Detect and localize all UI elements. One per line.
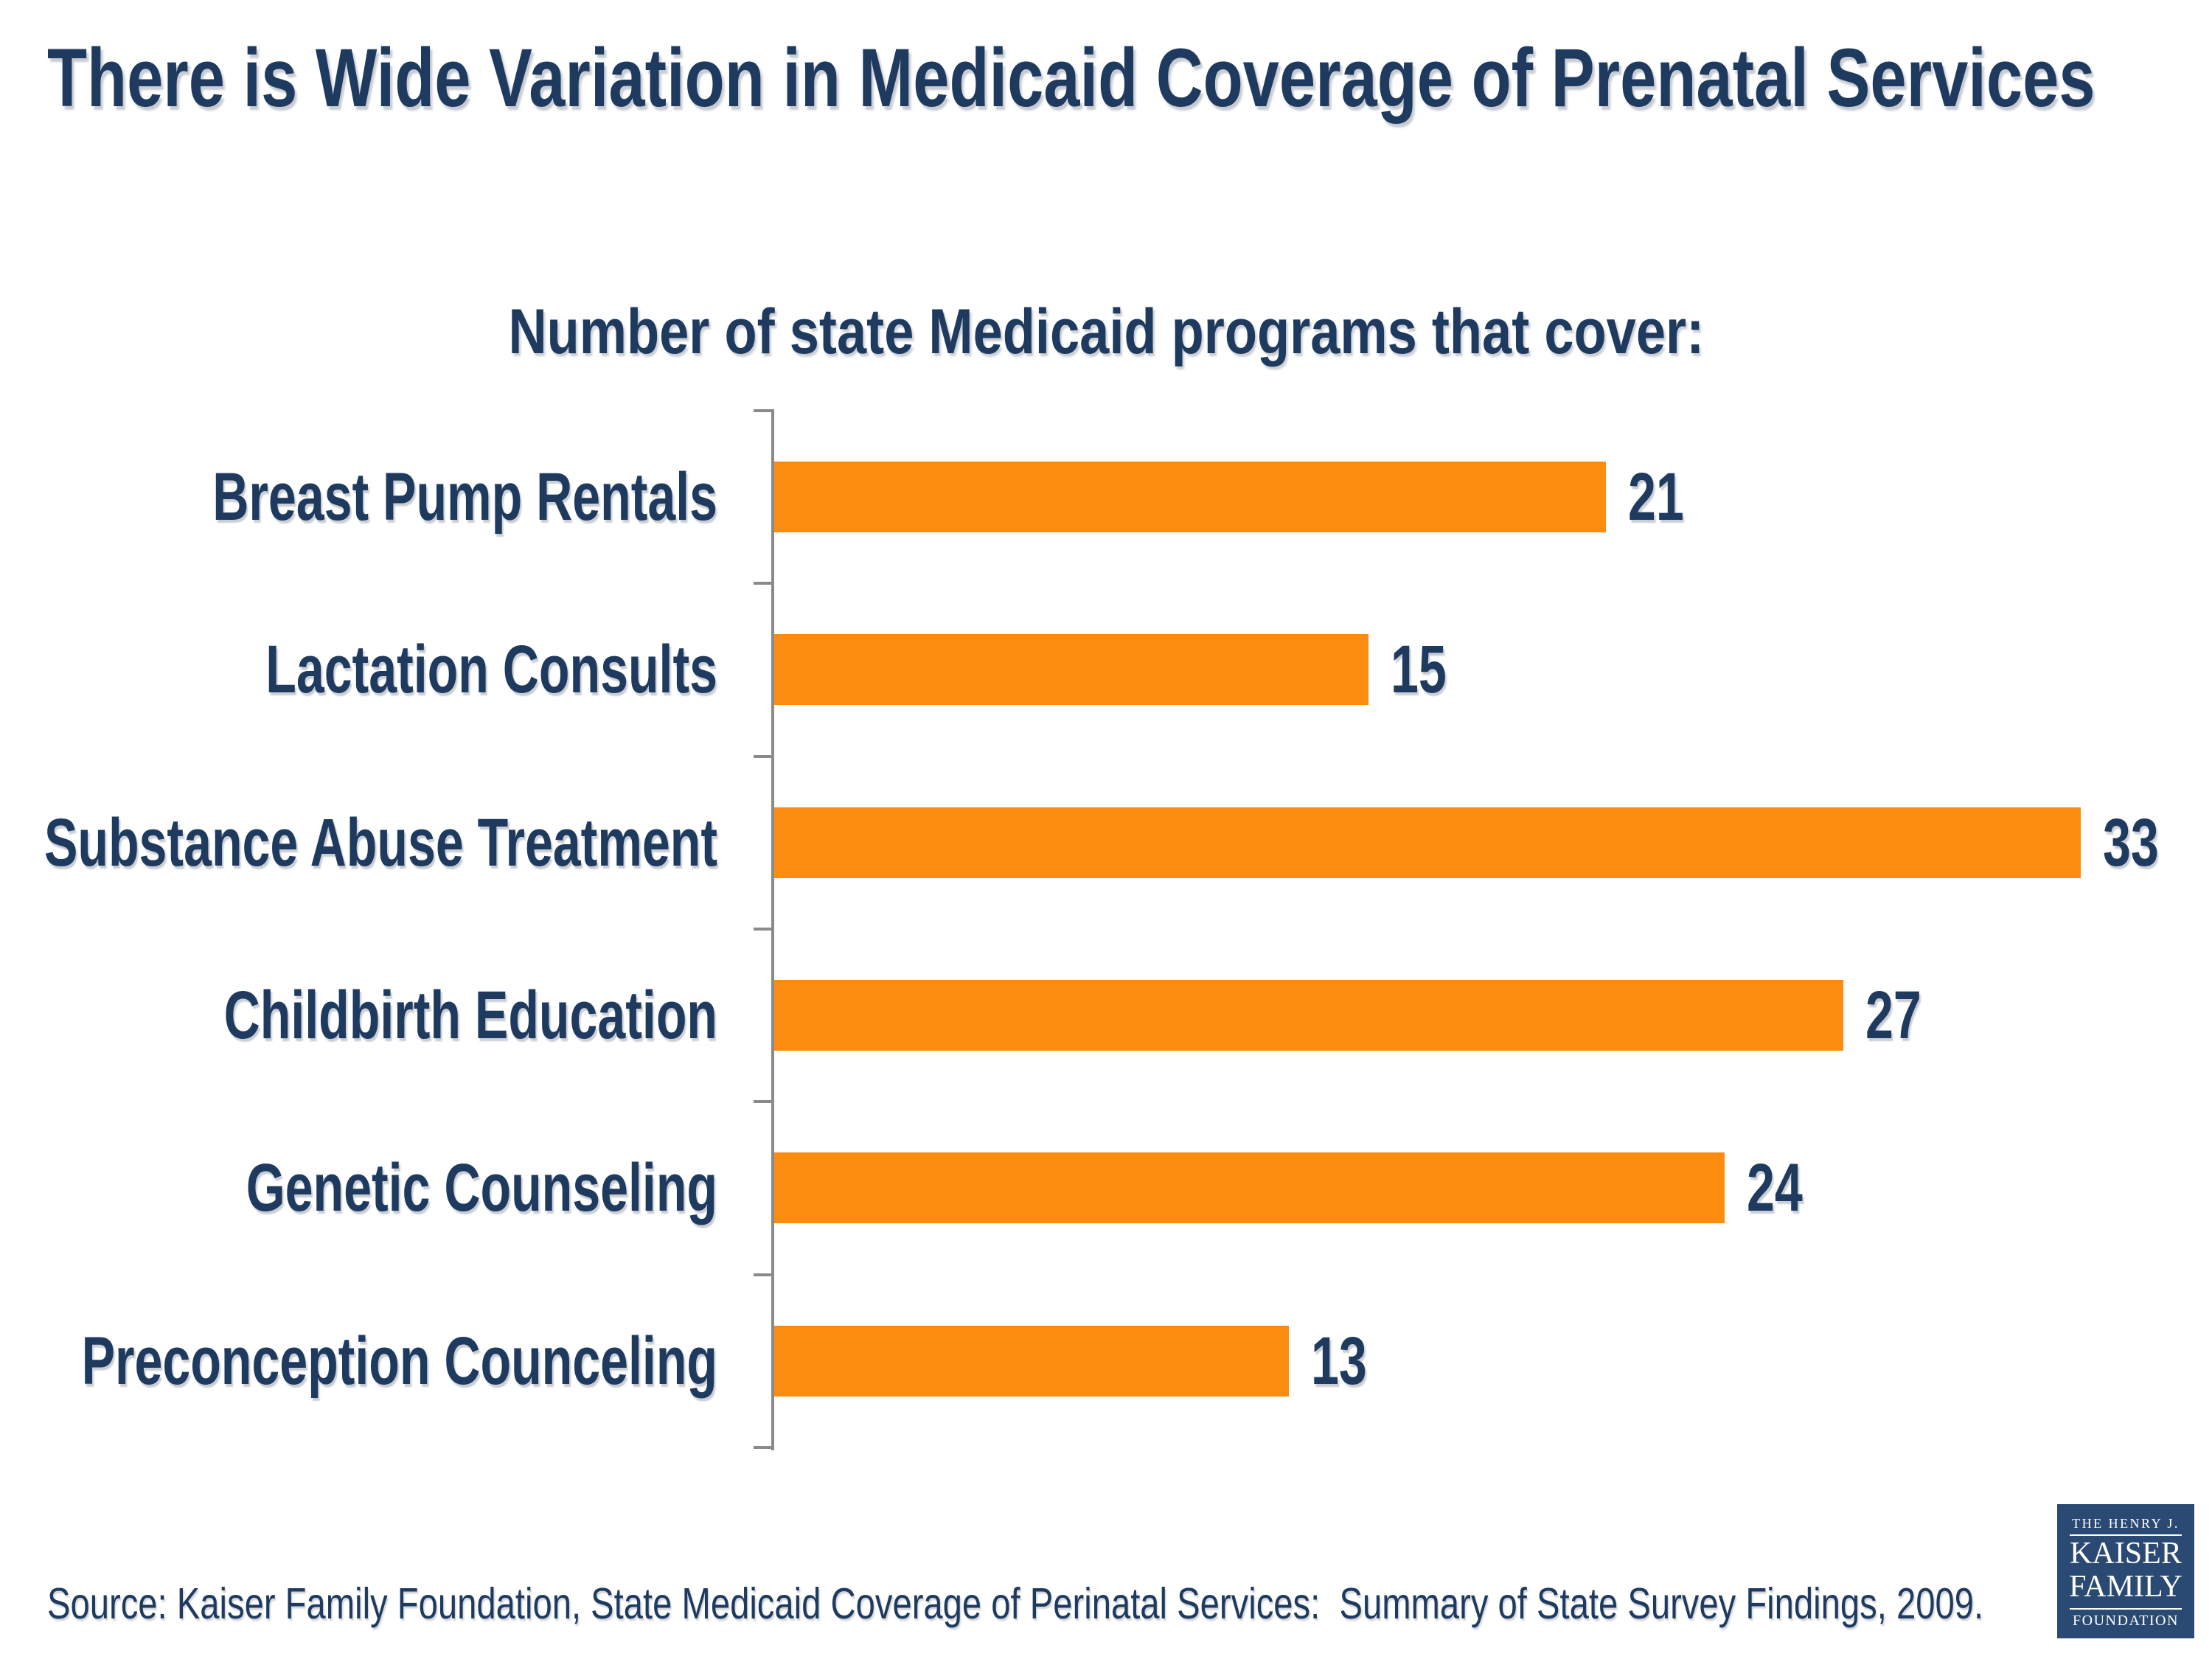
chart-title-row: Number of state Medicaid programs that c… xyxy=(0,293,2212,370)
category-label: Lactation Consults xyxy=(265,631,717,707)
axis-tick xyxy=(754,1446,773,1449)
category-label: Childbirth Education xyxy=(223,977,718,1053)
logo-text-family: FAMILY xyxy=(2069,1570,2183,1604)
value-label: 21 xyxy=(1628,459,1684,535)
value-label: 24 xyxy=(1747,1150,1803,1225)
bar-0 xyxy=(774,462,1606,532)
logo-text-kaiser: KAISER xyxy=(2070,1537,2182,1571)
axis-tick xyxy=(754,409,773,412)
axis-tick xyxy=(754,1273,773,1276)
logo-divider-bottom xyxy=(2070,1608,2182,1610)
axis-tick xyxy=(754,582,773,585)
axis-tick xyxy=(754,755,773,758)
bar-3 xyxy=(774,980,1843,1051)
category-label: Substance Abuse Treatment xyxy=(44,804,717,880)
logo-text-foundation: FOUNDATION xyxy=(2073,1613,2179,1629)
value-label: 27 xyxy=(1865,977,1921,1053)
bar-1 xyxy=(774,634,1368,705)
bar-2 xyxy=(774,807,2081,878)
value-label: 15 xyxy=(1391,631,1447,707)
chart-title: Number of state Medicaid programs that c… xyxy=(508,296,1704,367)
axis-tick xyxy=(754,928,773,931)
page-title: There is Wide Variation in Medicaid Cove… xyxy=(47,32,2096,124)
category-label: Preconception Counceling xyxy=(81,1323,717,1399)
value-label: 33 xyxy=(2103,804,2159,880)
value-label: 13 xyxy=(1311,1323,1367,1399)
kff-logo: THE HENRY J. KAISER FAMILY FOUNDATION xyxy=(2057,1504,2194,1638)
bar-4 xyxy=(774,1152,1725,1223)
bar-5 xyxy=(774,1326,1289,1397)
axis-tick xyxy=(754,1100,773,1103)
category-label: Genetic Counseling xyxy=(246,1150,717,1225)
category-label: Breast Pump Rentals xyxy=(212,459,717,535)
source-note: Source: Kaiser Family Foundation, State … xyxy=(47,1579,1984,1628)
y-axis-line xyxy=(771,409,774,1450)
logo-divider-top xyxy=(2070,1534,2182,1536)
logo-text-the-henry-j: THE HENRY J. xyxy=(2072,1516,2180,1531)
